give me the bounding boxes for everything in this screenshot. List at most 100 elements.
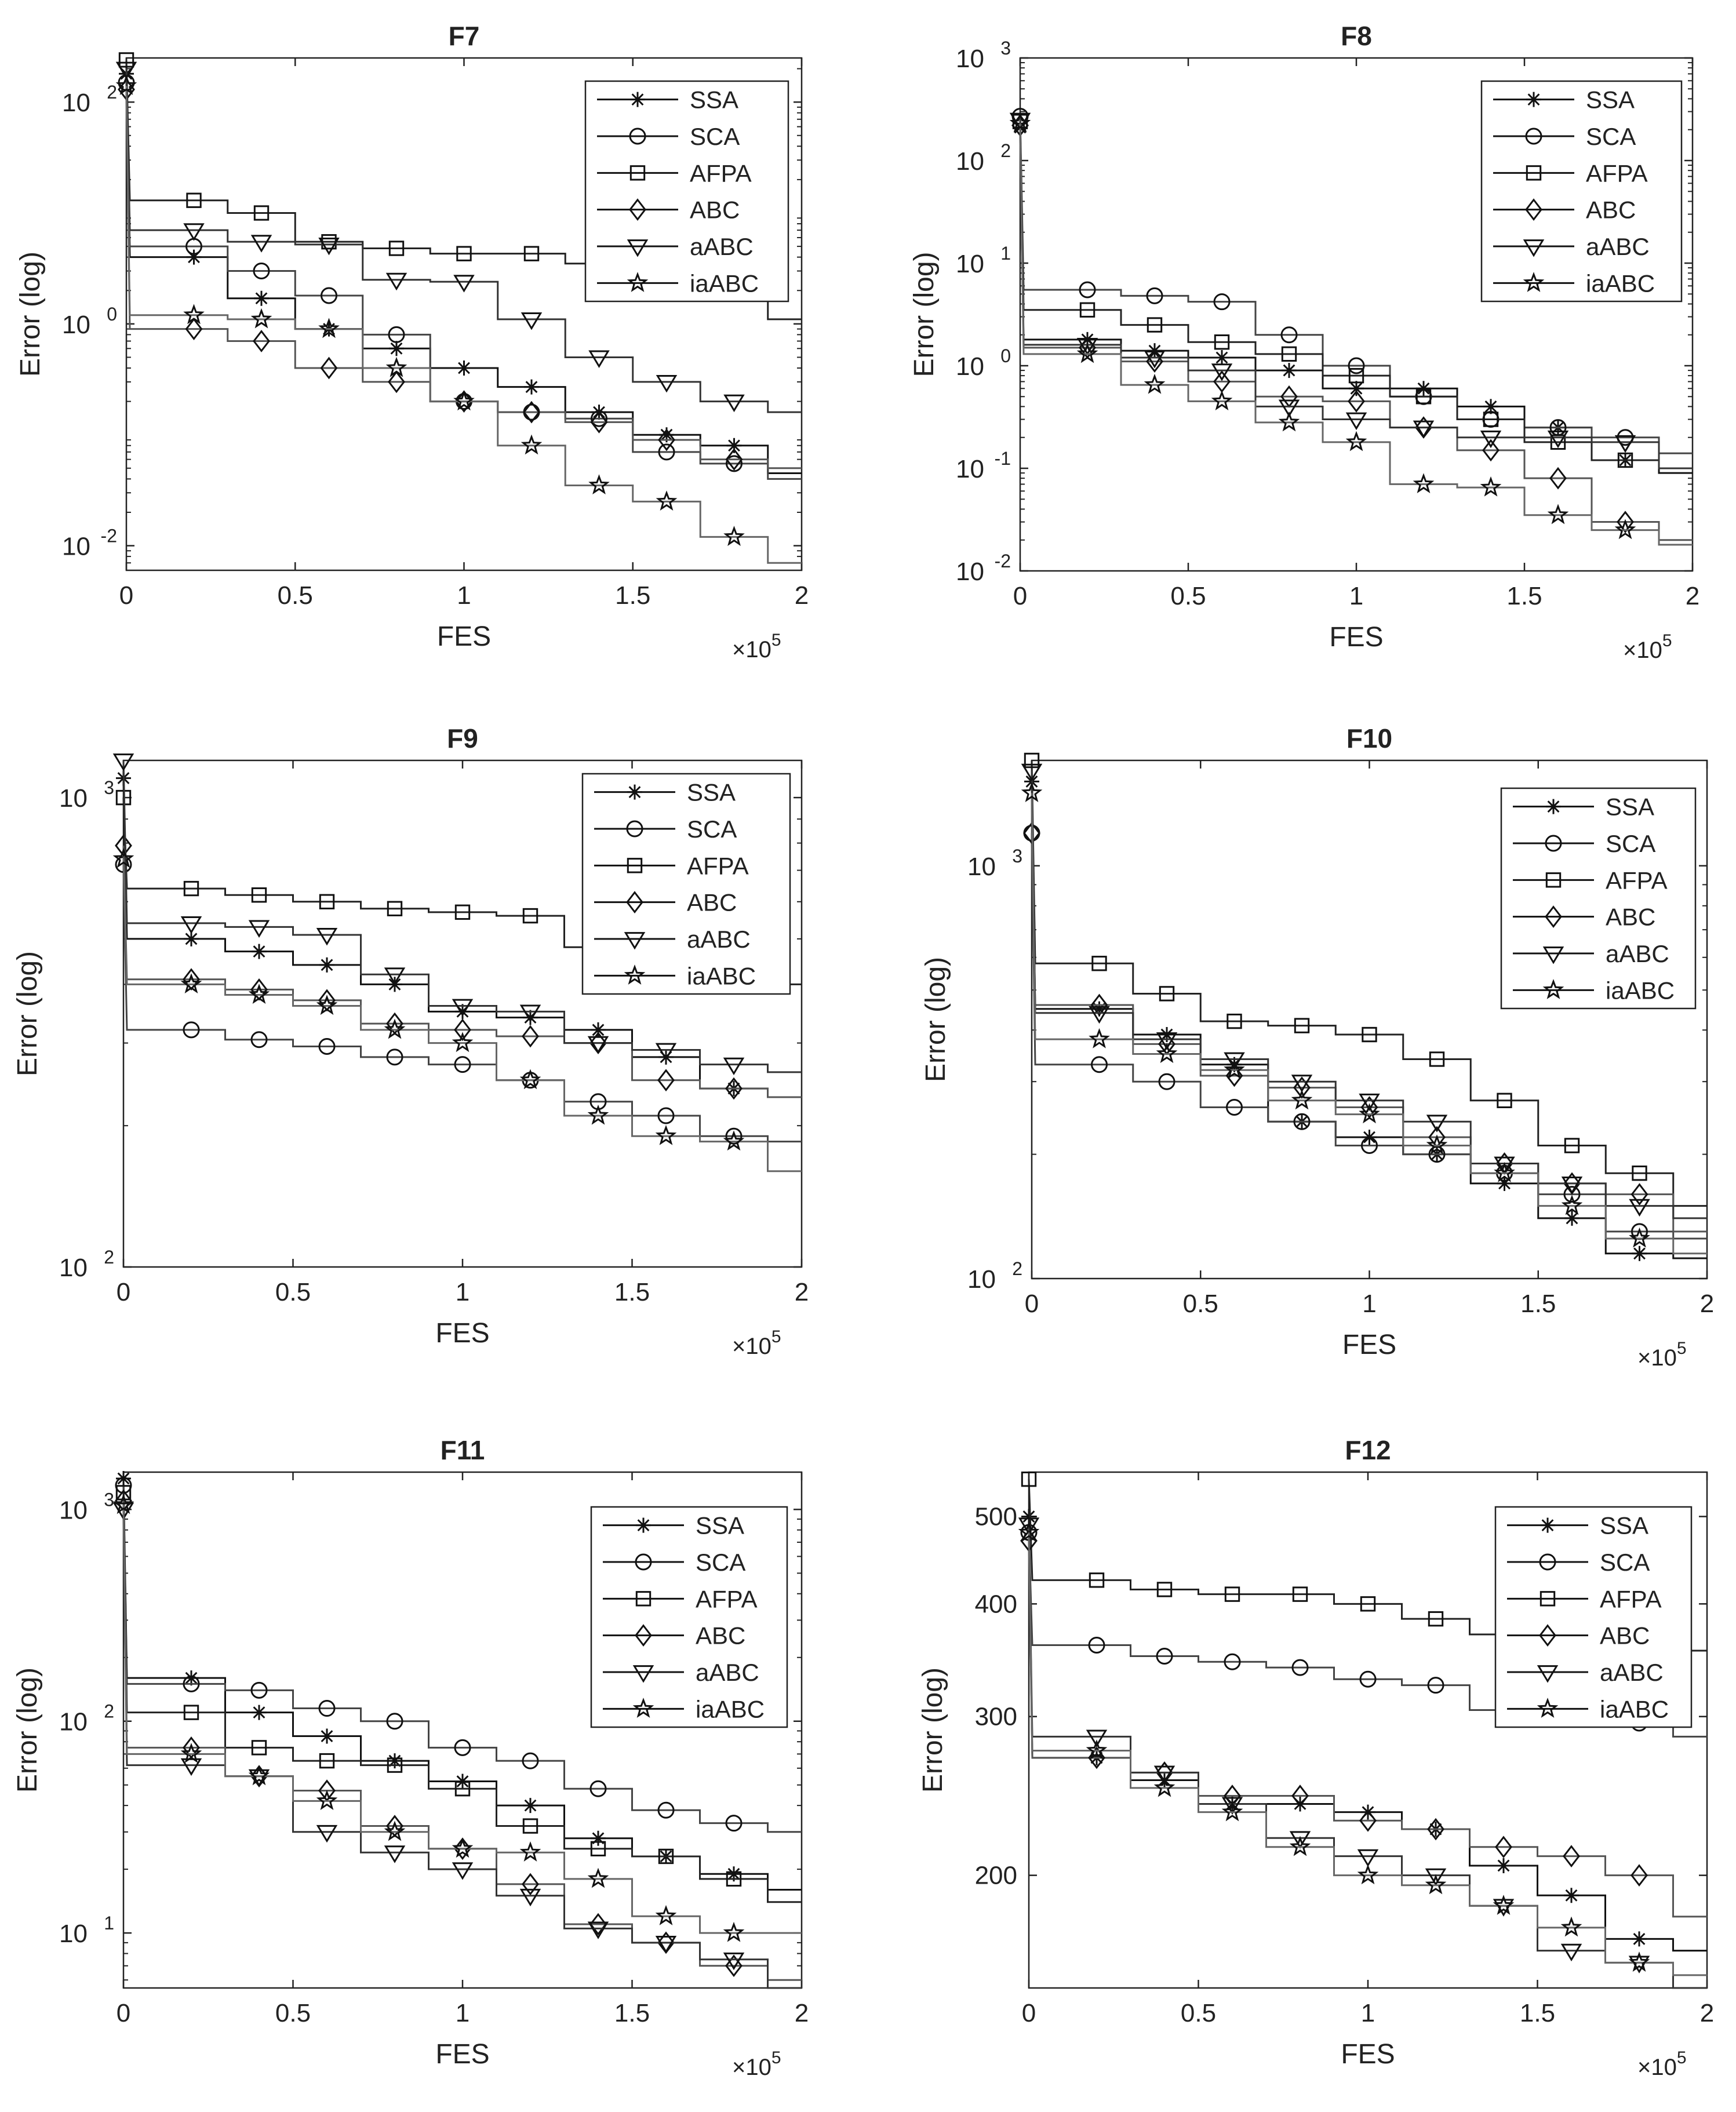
data-point	[1227, 1013, 1242, 1029]
data-point	[115, 61, 137, 80]
data-point	[1282, 363, 1297, 378]
data-point	[1425, 1868, 1447, 1887]
data-point	[387, 901, 403, 916]
data-point	[1348, 367, 1364, 384]
data-point	[658, 1049, 674, 1065]
legend: SSA SCA AFPA ABC aABC iaABC	[584, 80, 789, 303]
y-tick-label: 10 2	[62, 82, 117, 117]
data-point	[1214, 334, 1230, 350]
data-point	[1631, 1864, 1648, 1887]
series-aabc	[1021, 763, 1707, 1219]
data-point	[251, 1740, 267, 1756]
data-point	[1021, 1509, 1036, 1524]
legend-entry: aABC	[1507, 1659, 1664, 1686]
x-tick-label: 1	[1361, 1999, 1375, 2027]
data-point	[1629, 1227, 1650, 1248]
data-point	[183, 223, 205, 241]
legend-label: iaABC	[696, 1695, 765, 1723]
x-multiplier: ×105	[1637, 1339, 1687, 1371]
data-point	[250, 1031, 268, 1048]
data-point	[118, 52, 134, 68]
legend-entry: ABC	[1513, 904, 1655, 931]
data-point	[1021, 763, 1043, 782]
data-point	[318, 1700, 336, 1717]
legend-label: SSA	[696, 1512, 744, 1539]
legend-marker	[1539, 1624, 1556, 1647]
legend-marker	[1542, 946, 1564, 964]
legend-label: SCA	[696, 1549, 745, 1576]
legend-label: ABC	[1586, 196, 1636, 224]
data-point	[1281, 346, 1297, 362]
data-point	[184, 931, 199, 946]
data-point	[388, 241, 405, 256]
data-point	[1547, 504, 1569, 525]
chart-title: F11	[441, 1435, 485, 1465]
data-point	[453, 390, 475, 411]
data-point	[1226, 1098, 1243, 1116]
legend-marker	[624, 932, 646, 950]
legend: SSA SCA AFPA ABC aABC iaABC	[590, 1506, 788, 1728]
legend-marker	[1540, 1517, 1555, 1533]
data-point	[456, 360, 472, 376]
x-tick-label: 1.5	[615, 581, 650, 610]
data-point	[1291, 1089, 1313, 1110]
data-point	[1360, 1596, 1376, 1612]
data-point	[1156, 1648, 1173, 1665]
data-point	[587, 1104, 609, 1125]
legend-box	[1494, 1506, 1693, 1728]
legend-entry: SSA	[597, 86, 738, 114]
data-point	[723, 394, 745, 413]
legend-entry: AFPA	[1513, 866, 1668, 894]
series-iaabc	[112, 1494, 802, 1942]
data-point	[1079, 302, 1096, 318]
data-point	[519, 1004, 541, 1022]
data-point	[1632, 1246, 1647, 1261]
y-tick-label: 10 1	[59, 1913, 114, 1948]
legend-entry: aABC	[1513, 940, 1669, 967]
legend-label: aABC	[1600, 1659, 1664, 1686]
data-point	[454, 1781, 471, 1797]
legend-marker	[627, 272, 649, 292]
y-tick-label: 10 3	[967, 846, 1022, 881]
legend-label: ABC	[1606, 904, 1655, 931]
data-point	[1293, 1113, 1311, 1130]
data-point	[519, 1888, 541, 1907]
series-line	[122, 1505, 802, 1934]
x-axis-label: FES	[1329, 622, 1383, 653]
legend-marker	[629, 128, 646, 145]
legend-entry: AFPA	[594, 852, 749, 879]
data-point	[1561, 1176, 1583, 1195]
data-point	[1494, 1156, 1515, 1174]
data-point	[1550, 434, 1566, 450]
data-point	[253, 330, 270, 352]
legend-label: SCA	[1600, 1549, 1650, 1576]
x-tick-label: 2	[795, 581, 809, 610]
data-point	[1348, 390, 1365, 413]
legend-label: SCA	[1586, 123, 1636, 150]
data-point	[591, 1022, 606, 1037]
data-point	[1009, 112, 1031, 133]
data-point	[1224, 1653, 1241, 1670]
x-tick-label: 0.5	[278, 581, 313, 610]
data-point	[1482, 439, 1500, 462]
data-point	[523, 246, 540, 261]
legend-entry: ABC	[1507, 1622, 1650, 1649]
series-line	[1019, 119, 1693, 469]
data-point	[1091, 956, 1107, 971]
y-axis-label: Error (log)	[12, 951, 43, 1076]
legend-label: SSA	[690, 86, 738, 114]
legend-entry: SCA	[1507, 1549, 1650, 1576]
data-point	[1153, 1765, 1175, 1783]
legend-label: aABC	[1586, 233, 1650, 260]
series-line	[1031, 760, 1707, 1207]
data-point	[183, 1705, 199, 1720]
legend-label: SSA	[1586, 86, 1635, 114]
data-point	[524, 379, 539, 395]
legend-marker	[627, 858, 643, 873]
y-tick-label: 10 2	[59, 1701, 114, 1736]
data-point	[1494, 1161, 1515, 1182]
